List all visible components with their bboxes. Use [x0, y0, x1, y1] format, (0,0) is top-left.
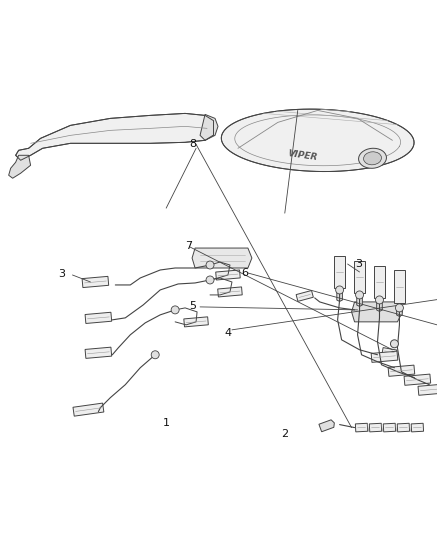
Polygon shape: [371, 351, 398, 362]
Polygon shape: [374, 265, 385, 298]
Polygon shape: [383, 423, 396, 432]
Polygon shape: [184, 317, 208, 327]
Polygon shape: [85, 347, 112, 358]
Polygon shape: [319, 420, 334, 432]
Polygon shape: [82, 276, 109, 288]
Polygon shape: [357, 296, 362, 306]
Polygon shape: [394, 270, 405, 303]
Circle shape: [375, 296, 384, 304]
Polygon shape: [200, 115, 218, 140]
Text: 7: 7: [185, 241, 192, 251]
Text: 2: 2: [281, 429, 288, 439]
Text: 5: 5: [189, 301, 196, 311]
Polygon shape: [73, 403, 104, 416]
Polygon shape: [215, 270, 240, 280]
Polygon shape: [418, 384, 438, 395]
Polygon shape: [404, 374, 431, 385]
Polygon shape: [388, 365, 415, 376]
Polygon shape: [337, 291, 343, 301]
Polygon shape: [397, 306, 402, 317]
Text: 6: 6: [242, 268, 249, 278]
Polygon shape: [397, 423, 410, 432]
Circle shape: [390, 340, 399, 348]
Polygon shape: [192, 248, 252, 268]
Polygon shape: [221, 109, 414, 172]
Text: VIPER: VIPER: [287, 149, 318, 162]
Polygon shape: [334, 255, 345, 288]
Polygon shape: [85, 312, 112, 324]
Circle shape: [171, 306, 179, 314]
Polygon shape: [296, 290, 313, 301]
Polygon shape: [377, 301, 382, 311]
Circle shape: [206, 276, 214, 284]
Circle shape: [396, 304, 403, 312]
Circle shape: [336, 286, 343, 294]
Polygon shape: [218, 287, 242, 297]
Polygon shape: [355, 423, 368, 432]
Text: 3: 3: [58, 270, 65, 279]
Polygon shape: [411, 423, 424, 432]
Text: 4: 4: [224, 328, 231, 338]
Polygon shape: [9, 155, 31, 178]
Circle shape: [206, 261, 214, 269]
Text: 8: 8: [189, 139, 196, 149]
Circle shape: [356, 291, 364, 299]
Polygon shape: [369, 423, 381, 432]
Text: 3: 3: [355, 259, 362, 269]
Polygon shape: [354, 261, 365, 294]
Polygon shape: [16, 114, 213, 160]
Ellipse shape: [364, 152, 381, 165]
Polygon shape: [352, 302, 403, 322]
Text: 1: 1: [163, 418, 170, 429]
Circle shape: [151, 351, 159, 359]
Ellipse shape: [359, 148, 386, 168]
Polygon shape: [382, 348, 397, 356]
